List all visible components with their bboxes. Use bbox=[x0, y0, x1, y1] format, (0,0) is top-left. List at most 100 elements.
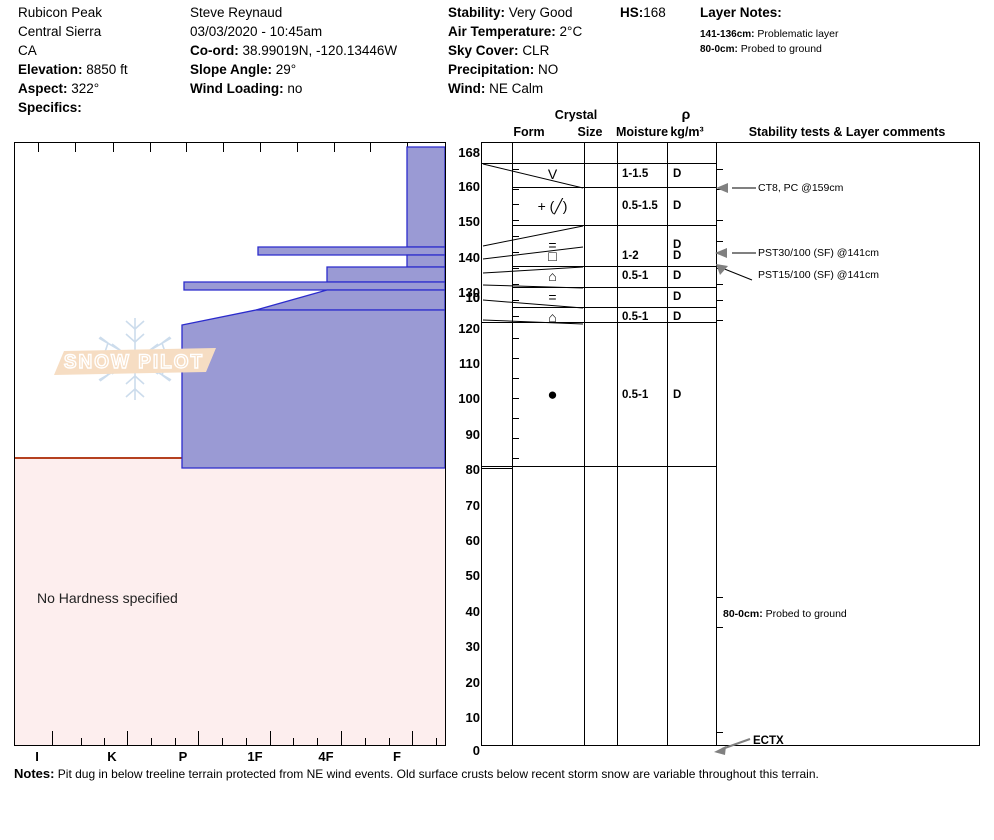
depth-label-60: 60 bbox=[465, 533, 480, 548]
layer-note-text: Probed to ground bbox=[740, 43, 822, 55]
grain-tick bbox=[512, 398, 519, 399]
grain-moisture-cell: D bbox=[673, 311, 682, 323]
depth-label-168: 168 bbox=[458, 145, 480, 160]
precipitation-label: Precipitation: bbox=[448, 62, 535, 77]
grain-moisture-cell: D bbox=[673, 200, 682, 212]
hardness-label-4F: 4F bbox=[318, 749, 334, 764]
depth-label-160: 160 bbox=[458, 179, 480, 194]
wind-row: Wind: NE Calm bbox=[448, 79, 582, 98]
grain-leader-lines bbox=[482, 163, 584, 325]
stability-tick bbox=[716, 241, 723, 242]
grain-moisture-cell: D bbox=[673, 291, 682, 303]
depth-label-100: 100 bbox=[458, 391, 480, 406]
layer-shape-3 bbox=[406, 254, 445, 268]
hardness-minor-tick bbox=[436, 738, 437, 745]
grain-moisture-cell: D bbox=[673, 250, 682, 262]
observer-wind-loading: Wind Loading: no bbox=[190, 79, 397, 98]
depth-label-150: 150 bbox=[458, 214, 480, 229]
layer-notes-block: Layer Notes: 141-136cm: Problematic laye… bbox=[700, 3, 839, 57]
plot-top-tick bbox=[186, 143, 187, 152]
hardness-label-I: I bbox=[35, 749, 39, 764]
layer-shape-2 bbox=[257, 246, 445, 256]
grain-form-cell: = bbox=[548, 289, 557, 305]
table-col-sep-density bbox=[716, 142, 717, 746]
grain-moisture-cell: D bbox=[673, 239, 682, 251]
column-title-moisture: Moisture bbox=[615, 125, 669, 139]
grain-size-cell bbox=[622, 287, 667, 307]
grain-tick bbox=[512, 418, 519, 419]
depth-label-0: 0 bbox=[472, 743, 480, 758]
layer-note-item: 141-136cm: Problematic layer bbox=[700, 27, 839, 42]
stability-tick bbox=[716, 189, 723, 190]
sky-cover-value: CLR bbox=[522, 43, 550, 58]
grain-form-cell: = bbox=[548, 237, 557, 253]
hardness-minor-tick bbox=[317, 738, 318, 745]
layer-comment: 80-0cm: Probed to ground bbox=[723, 608, 847, 620]
depth-label-130: 130 bbox=[458, 285, 480, 300]
column-title-crystal: Crystal bbox=[554, 108, 598, 122]
layer-shape-5 bbox=[183, 281, 445, 291]
plot-top-tick bbox=[297, 143, 298, 152]
hardness-tick-1F bbox=[270, 731, 271, 745]
hardness-tick-I bbox=[52, 731, 53, 745]
grain-size-cell: 0.5-1 bbox=[622, 389, 649, 401]
air-temperature-label: Air Temperature: bbox=[448, 24, 556, 39]
hardness-tick-P bbox=[198, 731, 199, 745]
hardness-minor-tick bbox=[222, 738, 223, 745]
sky-cover-label: Sky Cover: bbox=[448, 43, 519, 58]
precipitation-row: Precipitation: NO bbox=[448, 60, 582, 79]
grain-tick bbox=[512, 204, 519, 205]
site-region: Central Sierra bbox=[18, 24, 102, 39]
plot-top-tick bbox=[38, 143, 39, 152]
plot-top-tick bbox=[75, 143, 76, 152]
grain-moisture-cell: D bbox=[673, 168, 682, 180]
hardness-label-1F: 1F bbox=[247, 749, 263, 764]
no-hardness-label: No Hardness specified bbox=[37, 590, 178, 606]
depth-label-50: 50 bbox=[465, 568, 480, 583]
table-col-sep-size bbox=[617, 142, 618, 746]
depth-label-30: 30 bbox=[465, 639, 480, 654]
grain-and-stability-table: V 1-1.5 D + (╱) 0.5-1.5 D = D □ 1-2 D ⌂ … bbox=[481, 142, 980, 755]
air-temperature-value: 2°C bbox=[559, 24, 583, 39]
plot-top-tick bbox=[150, 143, 151, 152]
hardness-minor-tick bbox=[175, 738, 176, 745]
stability-test-label: PST15/100 (SF) @141cm bbox=[758, 269, 879, 281]
grain-size-cell: 0.5-1.5 bbox=[622, 200, 658, 212]
total-snow-height-block: HS:168 bbox=[620, 3, 666, 22]
hardness-minor-tick bbox=[246, 738, 247, 745]
observer-info-block: Steve Reynaud 03/03/2020 - 10:45am Co-or… bbox=[190, 3, 397, 98]
sky-cover-row: Sky Cover: CLR bbox=[448, 41, 582, 60]
grain-tick bbox=[512, 189, 519, 190]
hardness-label-F: F bbox=[393, 749, 401, 764]
plot-top-tick bbox=[113, 143, 114, 152]
layer-shape-1 bbox=[406, 146, 445, 248]
layer-shape-4 bbox=[326, 266, 445, 283]
table-col-sep-form bbox=[584, 142, 585, 746]
grain-form-cell: + (╱) bbox=[537, 198, 568, 214]
hardness-minor-tick bbox=[104, 738, 105, 745]
specifics-label: Specifics: bbox=[18, 100, 82, 115]
column-title-density-symbol: ρ bbox=[681, 106, 691, 122]
table-col-sep-linkline bbox=[512, 142, 513, 746]
site-state: CA bbox=[18, 43, 37, 58]
site-specifics: Specifics: bbox=[18, 98, 128, 117]
stability-label: Stability: bbox=[448, 5, 506, 20]
hardness-label-K: K bbox=[107, 749, 117, 764]
stability-row: Stability: Very Good bbox=[448, 3, 582, 22]
stability-test-label: ECTX bbox=[753, 735, 784, 747]
stability-tick bbox=[716, 284, 723, 285]
table-row-sep bbox=[481, 468, 512, 469]
grain-tick bbox=[512, 284, 519, 285]
wind-loading-label: Wind Loading: bbox=[190, 81, 284, 96]
observer-slope: Slope Angle: 29° bbox=[190, 60, 397, 79]
grain-tick bbox=[512, 338, 519, 339]
site-info-block: Rubicon Peak Central Sierra CA Elevation… bbox=[18, 3, 128, 117]
grain-size-cell: 0.5-1 bbox=[622, 270, 649, 282]
stability-tick bbox=[716, 300, 723, 301]
depth-label-90: 90 bbox=[465, 427, 480, 442]
slope-angle-value: 29° bbox=[275, 62, 297, 77]
slope-angle-label: Slope Angle: bbox=[190, 62, 273, 77]
stability-arrows bbox=[715, 183, 756, 281]
depth-label-10: 10 bbox=[465, 710, 480, 725]
grain-size-cell: 1-1.5 bbox=[622, 168, 649, 180]
